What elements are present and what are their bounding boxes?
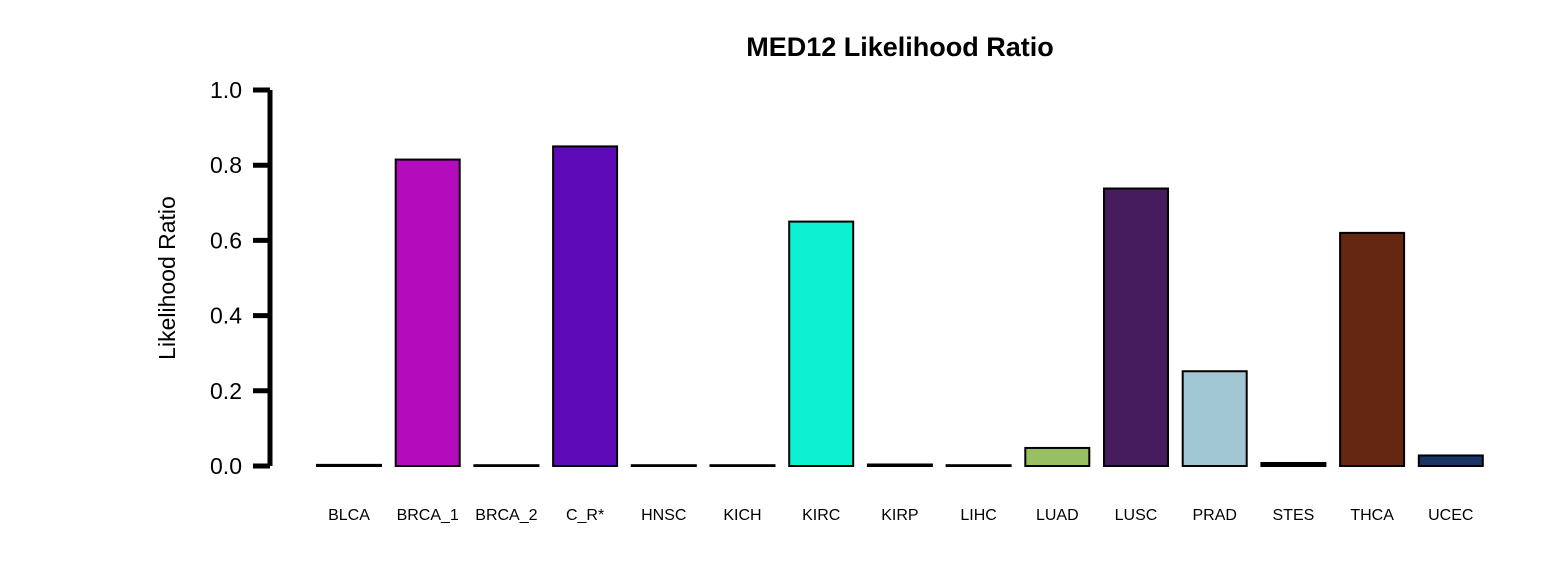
bar-ucec bbox=[1417, 454, 1484, 467]
x-tick-label: C_R* bbox=[566, 507, 604, 524]
y-tick-label: 0.2 bbox=[210, 378, 242, 404]
bar-lusc bbox=[1103, 187, 1169, 467]
y-axis: 0.0 0.2 0.4 0.6 0.8 1.0 bbox=[210, 77, 273, 479]
bar-c-r bbox=[552, 145, 619, 467]
x-tick-label: THCA bbox=[1350, 507, 1394, 524]
x-tick-labels: BLCA BRCA_1 BRCA_2 C_R* HNSC KICH KIRC KIRP LIHC… bbox=[328, 507, 1473, 524]
y-tick-label: 0.0 bbox=[210, 453, 242, 479]
x-tick-label: KICH bbox=[723, 507, 761, 524]
bar-luad bbox=[1024, 446, 1091, 467]
y-axis-label: Likelihood Ratio bbox=[154, 196, 180, 360]
bar-kich bbox=[709, 464, 776, 468]
bar-kirc bbox=[788, 220, 855, 467]
bars bbox=[316, 145, 1484, 468]
x-tick-label: BRCA_2 bbox=[475, 507, 537, 524]
bar-thca bbox=[1339, 231, 1406, 467]
bar-kirp bbox=[866, 463, 933, 468]
bar-prad bbox=[1181, 370, 1248, 467]
y-tick-label: 0.4 bbox=[210, 303, 242, 329]
bar-stes bbox=[1260, 461, 1327, 468]
x-tick-label: UCEC bbox=[1428, 507, 1473, 524]
x-tick-label: KIRC bbox=[802, 507, 840, 524]
bar-brca-2 bbox=[473, 464, 540, 468]
y-tick-label: 0.6 bbox=[210, 227, 242, 253]
chart-title: MED12 Likelihood Ratio bbox=[746, 32, 1054, 62]
x-tick-label: BLCA bbox=[328, 507, 370, 524]
x-tick-label: PRAD bbox=[1192, 507, 1236, 524]
y-tick-label: 0.8 bbox=[210, 152, 242, 178]
bar-blca bbox=[316, 463, 382, 468]
x-tick-label: LIHC bbox=[960, 507, 996, 524]
x-tick-label: BRCA_1 bbox=[397, 507, 459, 524]
x-tick-label: HNSC bbox=[641, 507, 686, 524]
bar-brca-1 bbox=[394, 158, 461, 467]
x-tick-label: LUAD bbox=[1036, 507, 1079, 524]
bar-hnsc bbox=[630, 464, 697, 468]
y-tick-label: 1.0 bbox=[210, 77, 242, 103]
bar-lihc bbox=[945, 464, 1012, 468]
x-tick-label: STES bbox=[1273, 507, 1315, 524]
x-tick-label: LUSC bbox=[1115, 507, 1158, 524]
x-tick-label: KIRP bbox=[881, 507, 918, 524]
